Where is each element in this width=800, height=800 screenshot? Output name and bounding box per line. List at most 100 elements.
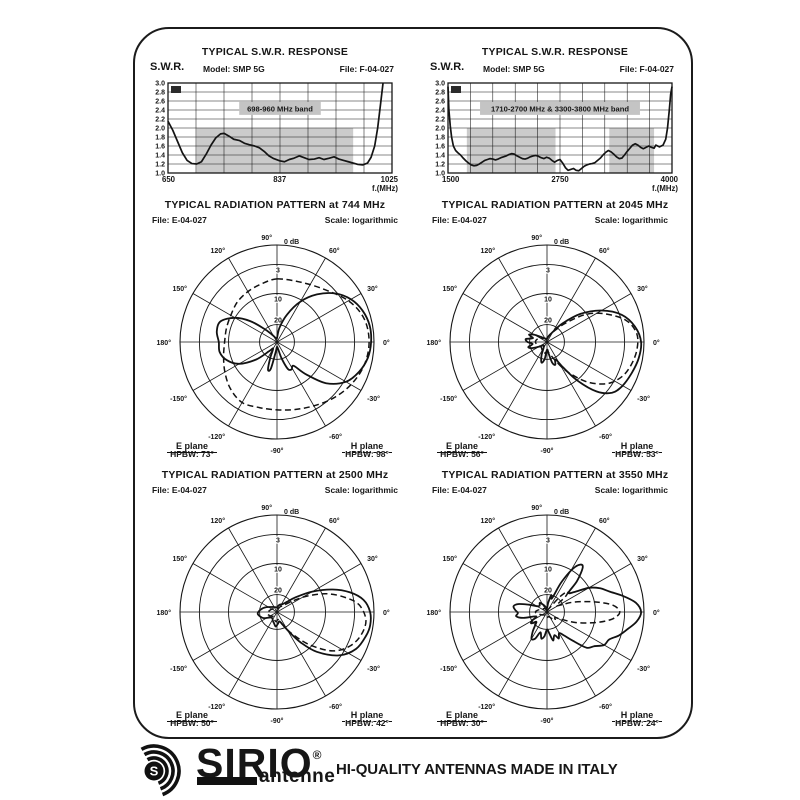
svg-text:60°: 60° <box>599 247 610 255</box>
svg-text:-150°: -150° <box>170 665 187 673</box>
svg-text:150°: 150° <box>442 285 457 293</box>
swr-right-title: TYPICAL S.W.R. RESPONSE <box>481 46 629 58</box>
swr-right-chart: 1710-2700 MHz & 3300-3800 MHz band 3.0 2.8… <box>422 79 679 194</box>
svg-text:-60°: -60° <box>599 433 612 441</box>
svg-text:1025: 1025 <box>381 175 399 184</box>
svg-text:1.4: 1.4 <box>155 153 165 160</box>
brand-sub: antenne <box>259 766 336 787</box>
svg-text:0°: 0° <box>383 609 390 617</box>
svg-text:1.0: 1.0 <box>155 171 165 178</box>
e-plane-hpbw: HPBW: 50° <box>170 718 214 728</box>
h-plane-curve <box>534 312 639 385</box>
svg-text:60°: 60° <box>599 517 610 525</box>
radiation-2045-title: TYPICAL RADIATION PATTERN at 2045 MHz <box>441 199 669 211</box>
svg-text:90°: 90° <box>261 234 272 242</box>
sirio-waves-icon: S <box>139 744 189 797</box>
e-plane-legend: E plane <box>152 436 232 454</box>
swr-right-ylabel: S.W.R. <box>430 61 465 73</box>
radiation-3550-polar-chart: 90° 60° 30° 0° -30° -60° -90° -120° -150° 180° 150… <box>412 494 682 730</box>
radiation-3550-file: File: E-04-027 <box>432 485 487 495</box>
radiation-744-file: File: E-04-027 <box>152 215 207 225</box>
e-plane-label: E plane <box>166 441 217 453</box>
svg-text:150°: 150° <box>172 285 187 293</box>
e-plane-curve <box>524 309 643 395</box>
svg-text:f.(MHz): f.(MHz) <box>372 184 398 193</box>
svg-text:2750: 2750 <box>551 175 569 184</box>
svg-text:837: 837 <box>273 175 286 184</box>
radiation-744-title: TYPICAL RADIATION PATTERN at 744 MHz <box>164 199 386 211</box>
svg-text:150°: 150° <box>442 555 457 563</box>
radiation-2500-title: TYPICAL RADIATION PATTERN at 2500 MHz <box>161 469 389 481</box>
svg-text:1.2: 1.2 <box>155 162 165 169</box>
manufacturer-mark-icon <box>451 86 461 93</box>
svg-text:3: 3 <box>546 537 550 544</box>
e-plane-curve <box>215 292 373 385</box>
svg-text:30°: 30° <box>367 555 378 563</box>
radiation-2045-file: File: E-04-027 <box>432 215 487 225</box>
svg-text:-90°: -90° <box>541 447 554 455</box>
h-plane-label: H plane <box>341 441 393 453</box>
svg-text:180°: 180° <box>427 609 442 617</box>
tagline: HI-QUALITY ANTENNAS MADE IN ITALY <box>336 761 618 778</box>
svg-text:60°: 60° <box>329 247 340 255</box>
svg-text:90°: 90° <box>531 504 542 512</box>
e-plane-curve <box>512 563 643 649</box>
brand-name: SIRIO® <box>196 743 322 784</box>
svg-text:30°: 30° <box>367 285 378 293</box>
radiation-3550-title: TYPICAL RADIATION PATTERN at 3550 MHz <box>441 469 669 481</box>
svg-text:-30°: -30° <box>637 665 650 673</box>
svg-text:120°: 120° <box>481 517 496 525</box>
svg-text:120°: 120° <box>481 247 496 255</box>
h-plane-label: H plane <box>341 710 393 722</box>
svg-text:10: 10 <box>544 297 552 304</box>
svg-text:3.0: 3.0 <box>155 81 165 88</box>
svg-text:f.(MHz): f.(MHz) <box>652 184 678 193</box>
svg-text:90°: 90° <box>261 504 272 512</box>
radiation-2045-polar-chart: 90° 60° 30° 0° -30° -60° -90° -120° -150° 180° 150… <box>412 224 682 460</box>
svg-text:1.6: 1.6 <box>155 144 165 151</box>
svg-text:0 dB: 0 dB <box>284 509 299 516</box>
swr-left-ylabel: S.W.R. <box>150 61 185 73</box>
svg-text:10: 10 <box>274 297 282 304</box>
svg-text:2.6: 2.6 <box>435 99 445 106</box>
svg-text:0°: 0° <box>653 609 660 617</box>
e-plane-legend: E plane <box>422 436 502 454</box>
svg-text:1.8: 1.8 <box>155 135 165 142</box>
svg-text:1.6: 1.6 <box>435 144 445 151</box>
svg-text:1.2: 1.2 <box>435 162 445 169</box>
swr-left-model: Model: SMP 5G <box>203 64 265 74</box>
e-plane-label: E plane <box>436 710 487 722</box>
svg-text:-30°: -30° <box>637 395 650 403</box>
svg-text:1500: 1500 <box>442 175 460 184</box>
swr-right-model: Model: SMP 5G <box>483 64 545 74</box>
svg-text:180°: 180° <box>427 339 442 347</box>
svg-text:-30°: -30° <box>367 665 380 673</box>
radiation-2500-file: File: E-04-027 <box>152 485 207 495</box>
svg-text:10: 10 <box>544 567 552 574</box>
svg-text:20: 20 <box>544 318 552 325</box>
svg-text:4000: 4000 <box>661 175 679 184</box>
svg-text:650: 650 <box>162 175 176 184</box>
svg-text:0 dB: 0 dB <box>284 239 299 246</box>
svg-text:2.8: 2.8 <box>435 90 445 97</box>
svg-text:-90°: -90° <box>271 717 284 725</box>
registered-mark: ® <box>312 748 323 762</box>
radiation-2500-polar-chart: 90° 60° 30° 0° -30° -60° -90° -120° -150° 180° 150… <box>142 494 412 730</box>
svg-text:60°: 60° <box>329 517 340 525</box>
radiation-744-polar-chart: 90° 60° 30° 0° -30° -60° -90° -120° -150° 180° 150… <box>142 224 412 460</box>
svg-text:2.0: 2.0 <box>155 126 165 133</box>
svg-text:1.8: 1.8 <box>435 135 445 142</box>
swr-left-title: TYPICAL S.W.R. RESPONSE <box>201 46 349 58</box>
svg-text:150°: 150° <box>172 555 187 563</box>
manufacturer-mark-icon <box>171 86 181 93</box>
svg-text:-150°: -150° <box>170 395 187 403</box>
svg-text:2.8: 2.8 <box>155 90 165 97</box>
svg-text:2.4: 2.4 <box>435 108 445 115</box>
svg-text:3: 3 <box>276 267 280 274</box>
swr-left-chart: 698-960 MHz band 3.0 2.8 2.6 2.4 2.2 2.0 1.8 1.6… <box>142 79 399 194</box>
h-plane-hpbw: HPBW: 53° <box>615 449 659 459</box>
e-plane-hpbw: HPBW: 56° <box>440 449 484 459</box>
h-plane-hpbw: HPBW: 42° <box>345 718 389 728</box>
svg-text:30°: 30° <box>637 555 648 563</box>
